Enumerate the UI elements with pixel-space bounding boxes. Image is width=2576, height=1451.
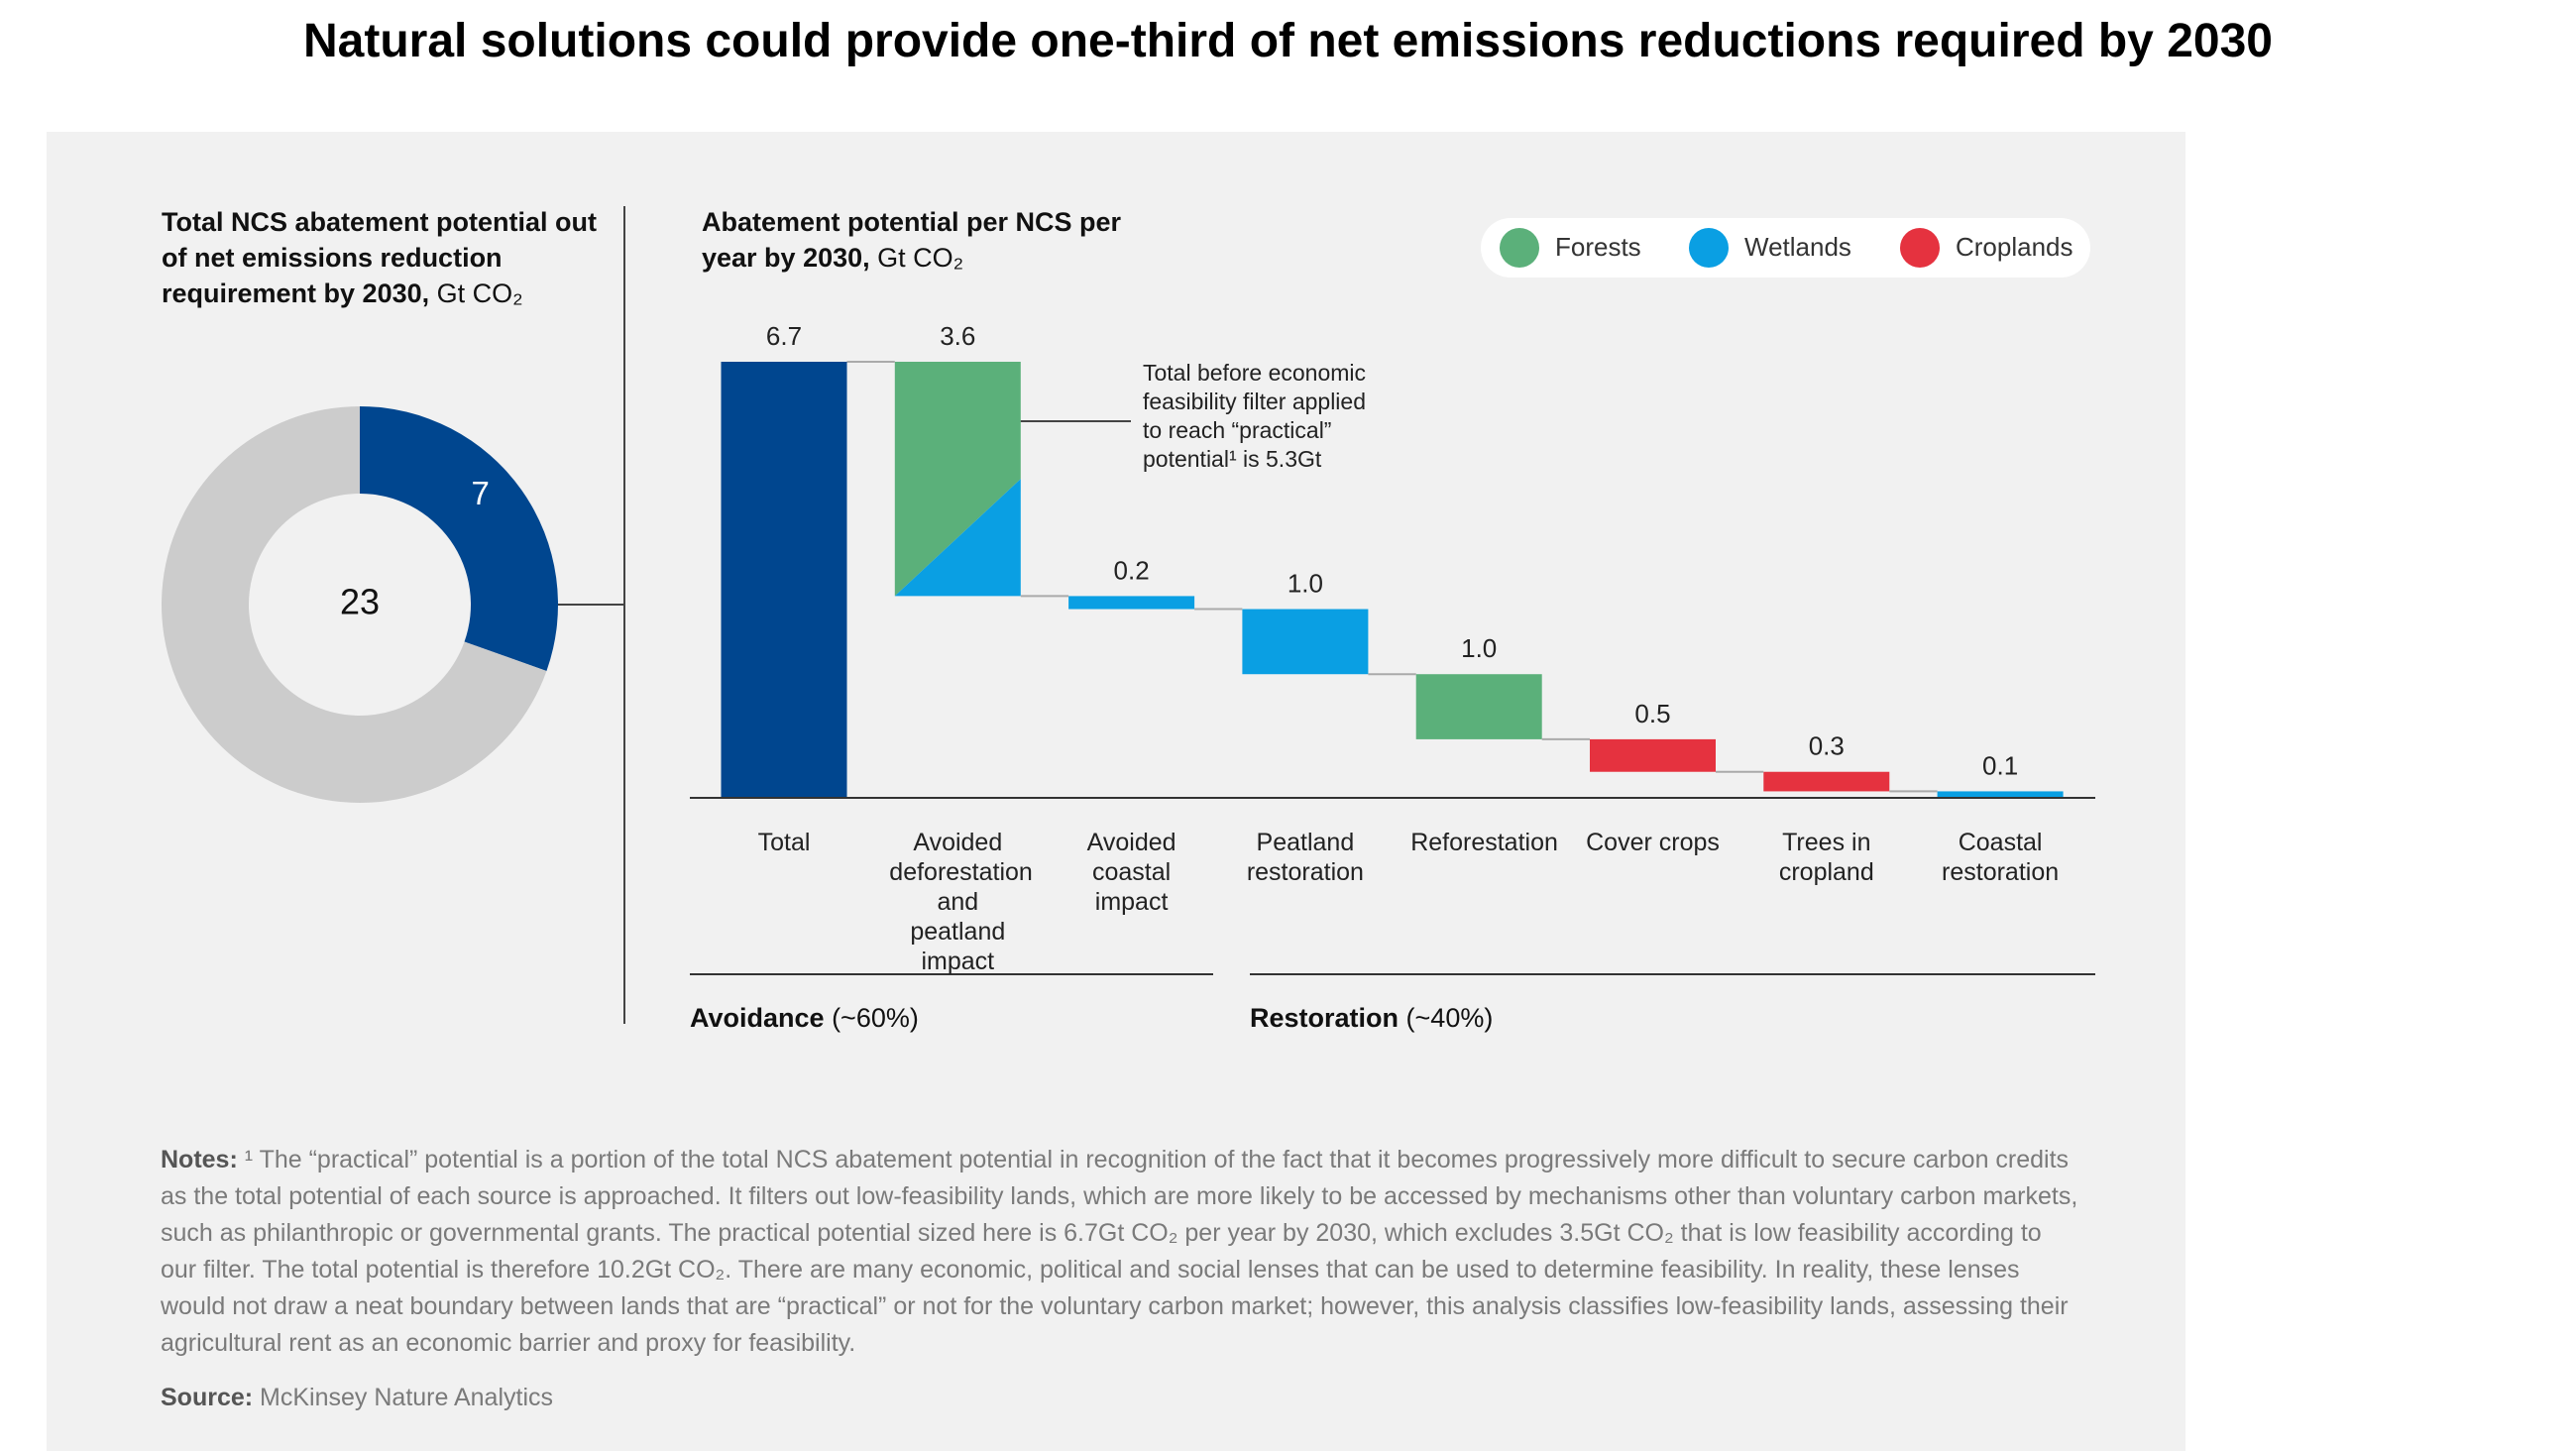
group-note: (~60%) <box>832 1003 919 1033</box>
value-label: 1.0 <box>1461 633 1497 663</box>
x-tick-label: Total <box>757 829 811 856</box>
legend-swatch <box>1900 228 1940 268</box>
value-label: 1.0 <box>1288 568 1323 598</box>
donut-segment <box>162 406 547 803</box>
x-tick-label: Cover crops <box>1586 829 1720 856</box>
group-label: Restoration (~40%) <box>1250 1003 1493 1034</box>
bar <box>1937 791 2064 798</box>
bar <box>894 479 1021 597</box>
x-tick-label: Peatland restoration <box>1246 829 1364 886</box>
legend-label: Wetlands <box>1744 232 1851 262</box>
legend-label: Forests <box>1555 232 1641 262</box>
bar <box>1590 738 1716 772</box>
source-label: Source: <box>161 1384 254 1411</box>
legend-swatch <box>1500 228 1539 268</box>
bar <box>1068 596 1195 610</box>
value-label: 0.2 <box>1114 555 1150 585</box>
bar <box>1415 674 1542 739</box>
value-label: 6.7 <box>766 321 802 351</box>
donut-total: 23 <box>340 582 380 622</box>
notes-text: ¹ The “practical” potential is a portion… <box>161 1146 2078 1357</box>
bar <box>894 362 1021 597</box>
value-label: 0.3 <box>1809 731 1845 761</box>
waterfall-title-text: Abatement potential per NCS per year by … <box>702 207 1122 273</box>
bar <box>1763 771 1890 792</box>
x-tick-label: Trees in cropland <box>1778 829 1874 886</box>
legend-swatch <box>1689 228 1729 268</box>
x-tick-label: Avoided deforestation and peatland impac… <box>889 829 1033 975</box>
value-label: 0.5 <box>1634 699 1670 728</box>
group-label: Avoidance (~60%) <box>690 1003 919 1034</box>
donut-label: 7 <box>472 475 490 511</box>
x-tick-label: Coastal restoration <box>1942 829 2060 886</box>
legend-box <box>1481 218 2090 278</box>
x-tick-label: Reforestation <box>1410 829 1558 856</box>
value-label: 3.6 <box>940 321 975 351</box>
group-name: Restoration <box>1250 1003 1400 1033</box>
x-tick-label: Avoided coastal impact <box>1086 829 1176 916</box>
donut-title: Total NCS abatement potential out of net… <box>162 204 598 311</box>
source-text: McKinsey Nature Analytics <box>260 1384 553 1411</box>
group-note: (~40%) <box>1405 1003 1494 1033</box>
notes: Notes: ¹ The “practical” potential is a … <box>161 1142 2083 1362</box>
bar <box>721 362 847 798</box>
bar <box>1242 609 1369 675</box>
donut-segment <box>360 406 558 671</box>
donut-unit: Gt CO₂ <box>436 279 523 308</box>
notes-label: Notes: <box>161 1146 238 1173</box>
legend-label: Croplands <box>1956 232 2073 262</box>
page-title: Natural solutions could provide one-thir… <box>302 15 2273 67</box>
donut-title-text: Total NCS abatement potential out of net… <box>162 207 598 308</box>
value-label: 0.1 <box>1982 750 2018 780</box>
waterfall-unit: Gt CO₂ <box>877 243 964 273</box>
group-name: Avoidance <box>690 1003 825 1033</box>
annotation: Total before economic feasibility filter… <box>1143 360 1367 472</box>
source: Source: McKinsey Nature Analytics <box>161 1384 553 1412</box>
waterfall-title: Abatement potential per NCS per year by … <box>702 204 1138 276</box>
